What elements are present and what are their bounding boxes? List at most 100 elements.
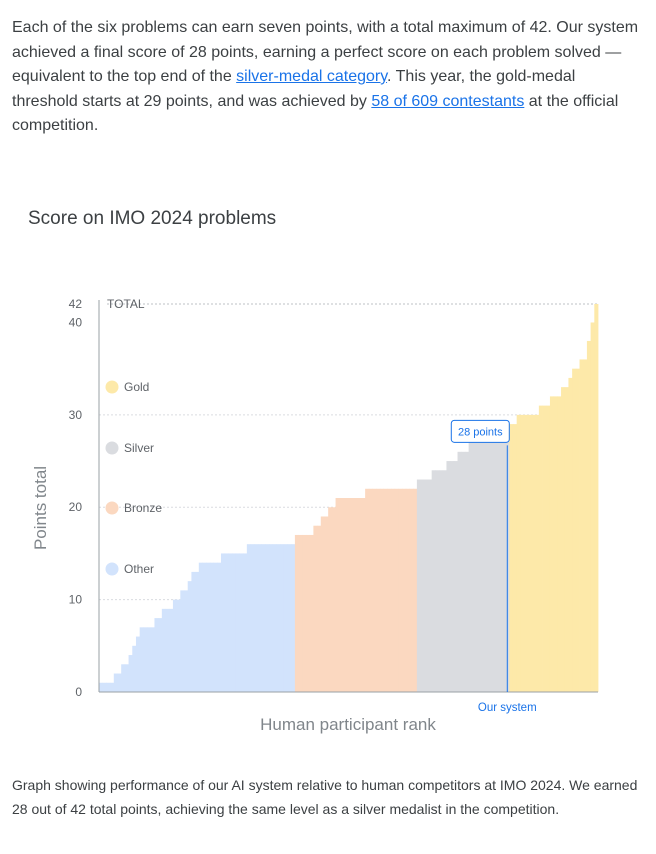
bar-silver — [464, 451, 470, 692]
bar-bronze — [376, 488, 381, 692]
bar-bronze — [387, 488, 392, 692]
bar-other — [250, 544, 255, 692]
legend-gold-swatch — [105, 380, 119, 394]
bar-other — [291, 544, 296, 692]
chart-caption: Graph showing performance of our AI syst… — [12, 777, 638, 817]
bar-bronze — [346, 498, 351, 692]
bar-gold — [594, 304, 599, 692]
silver-medal-link[interactable]: silver-medal category — [236, 68, 388, 85]
bar-bronze — [294, 534, 299, 692]
bar-gold — [575, 368, 580, 692]
bar-gold — [561, 387, 566, 692]
bar-silver — [498, 433, 503, 692]
legend-silver-swatch — [105, 441, 119, 455]
chart-title: Score on IMO 2024 problems — [28, 208, 277, 229]
bar-other — [198, 562, 203, 692]
bar-silver — [446, 461, 451, 692]
bar-other — [121, 664, 126, 692]
bar-other — [246, 544, 251, 692]
bar-bronze — [335, 498, 340, 692]
bar-silver — [442, 470, 447, 692]
bar-gold — [568, 377, 573, 692]
bar-bronze — [402, 488, 407, 692]
bar-bronze — [328, 507, 333, 692]
bar-gold — [535, 414, 540, 692]
bar-other — [272, 544, 277, 692]
bar-other — [276, 544, 281, 692]
bar-bronze — [398, 488, 403, 692]
bar-gold — [509, 424, 514, 692]
bar-bronze — [383, 488, 388, 692]
bar-gold — [549, 396, 555, 692]
bar-other — [283, 544, 288, 692]
score-chart: 0 10 20 30 40 42 TOTAL Gold Silver Bronze Other 28 … — [31, 297, 599, 734]
total-label: TOTAL — [107, 297, 145, 311]
bar-silver — [420, 479, 425, 692]
bar-other — [165, 608, 170, 692]
bar-other — [180, 590, 185, 692]
bar-silver — [494, 433, 499, 692]
bar-bronze — [298, 534, 303, 692]
bar-other — [113, 673, 118, 692]
bar-gold — [527, 414, 532, 692]
bar-bronze — [368, 488, 373, 692]
score-marker-label: 28 points — [458, 426, 503, 438]
bar-gold — [512, 424, 518, 692]
legend-other-swatch — [105, 562, 119, 576]
bar-bronze — [361, 498, 366, 692]
bar-gold — [583, 359, 588, 692]
bar-bronze — [350, 498, 355, 692]
bar-other — [280, 544, 285, 692]
score-marker-box — [450, 419, 510, 443]
bar-other — [202, 562, 207, 692]
y-tick-label: 0 — [75, 685, 82, 699]
bar-other — [243, 553, 248, 692]
bar-other — [191, 571, 196, 692]
bar-other — [257, 544, 263, 692]
x-axis-label: Human participant rank — [260, 715, 436, 734]
bar-other — [213, 562, 218, 692]
bar-bronze — [391, 488, 396, 692]
bar-other — [195, 571, 200, 692]
bar-other — [176, 599, 181, 692]
y-tick-label: 10 — [69, 593, 83, 607]
bar-other — [132, 645, 137, 692]
bar-other — [106, 682, 111, 692]
contestants-link[interactable]: 58 of 609 contestants — [371, 92, 525, 110]
legend-bronze-swatch — [105, 501, 119, 515]
bar-silver — [435, 470, 440, 692]
bar-bronze — [409, 488, 414, 692]
bar-silver — [431, 470, 436, 692]
bar-gold — [586, 340, 592, 692]
bar-other — [232, 553, 237, 692]
bar-bronze — [394, 488, 399, 692]
bar-silver — [476, 433, 481, 692]
bar-other — [102, 682, 107, 692]
bar-bronze — [405, 488, 410, 692]
bar-bronze — [339, 498, 344, 692]
bar-other — [161, 608, 166, 692]
bar-silver — [487, 433, 492, 692]
bar-other — [124, 664, 129, 692]
bar-silver — [479, 433, 484, 692]
bar-other — [254, 544, 259, 692]
bar-silver — [472, 442, 477, 692]
bar-other — [220, 553, 226, 692]
bar-bronze — [413, 488, 418, 692]
bar-other — [287, 544, 292, 692]
bar-other — [239, 553, 244, 692]
bar-bronze — [305, 534, 311, 692]
bar-bronze — [342, 498, 348, 692]
bar-bronze — [354, 498, 359, 692]
bar-silver — [468, 442, 473, 692]
legend-silver-label: Silver — [124, 441, 154, 455]
bar-gold — [531, 414, 536, 692]
bar-silver — [501, 433, 506, 692]
bar-other — [169, 608, 174, 692]
intro-text-3: at the official competition. — [12, 92, 619, 135]
legend-other-label: Other — [124, 562, 154, 576]
bar-other — [147, 627, 152, 692]
bar-other — [158, 618, 163, 692]
bar-silver — [483, 433, 488, 692]
bar-other — [99, 682, 104, 692]
